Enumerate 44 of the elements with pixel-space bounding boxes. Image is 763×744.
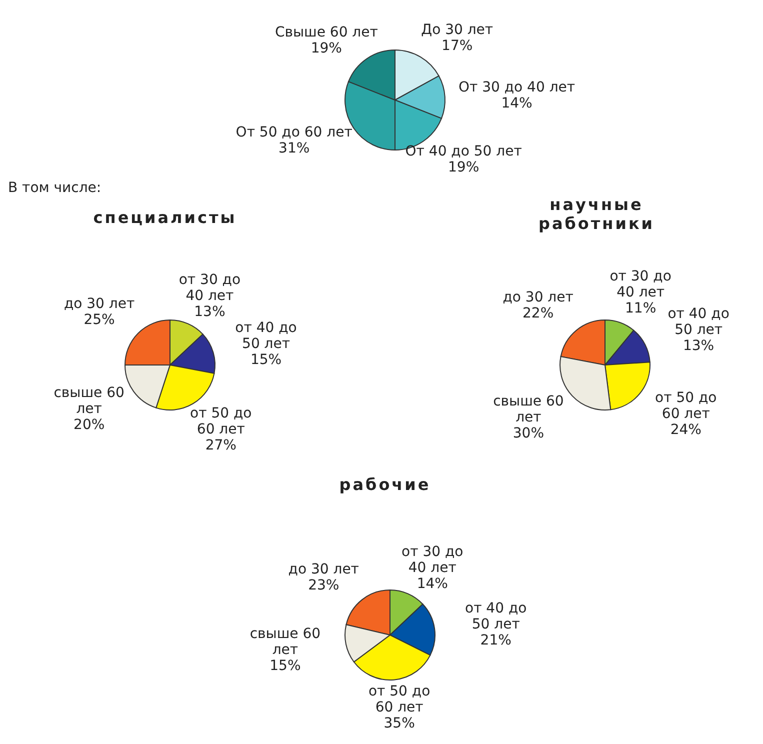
slice-label: от 40 до 50 лет [465,600,527,632]
slice-label: от 50 до 60 лет [655,390,717,422]
slice-label: от 50 до 60 лет [368,684,430,716]
slice-label: От 50 до 60 лет [236,124,352,140]
text: В том числе: [8,180,102,196]
data-label: 11% [625,300,656,316]
data-label: 30% [512,426,544,442]
data-label: 19% [310,40,342,56]
data-label: 15% [250,352,282,368]
slice-label: от 30 до 40 лет [178,272,241,304]
data-label: 25% [84,312,115,328]
data-label: 23% [308,578,340,594]
slice-label: от 30 до 40 лет [402,544,464,576]
data-label: 20% [74,416,105,433]
data-label: 22% [522,306,554,322]
slice-label: от 50 до 60 лет [190,405,252,438]
data-label: 35% [384,716,415,732]
slice-label: до 30 лет [64,296,135,312]
slice-label: От 30 до 40 лет [458,79,576,96]
slice-label: до 30 лет [288,562,359,578]
data-label: 13% [194,304,226,320]
chart-title: научные работники [537,195,656,233]
data-label: 14% [501,95,532,112]
slice-label: до 30 лет [502,290,574,306]
slice-label: Свыше 60 лет [274,24,378,40]
data-label: 24% [670,422,702,438]
slice-label: От 40 до 50 лет [405,143,522,160]
slice-label: от 40 до 50 лет [235,320,297,352]
data-label: 27% [205,437,236,454]
chart-title: рабочие [338,475,432,494]
data-label: 31% [278,140,310,156]
slice-label: от 30 до 40 лет [610,268,672,300]
data-label: 19% [448,159,480,176]
slice-label: До 30 лет [421,22,494,38]
slice-label: от 40 до 50 лет [668,306,730,338]
data-label: 21% [480,632,512,648]
data-label: 17% [442,38,473,54]
slice-label: свыше 60 лет [54,384,124,417]
data-label: 15% [270,658,301,674]
data-label: 13% [682,338,714,354]
slice-label: свыше 60 лет [250,626,321,658]
chart-title: специалисты [92,208,238,227]
slice-label: свыше 60 лет [493,394,564,426]
data-label: 14% [416,576,448,592]
